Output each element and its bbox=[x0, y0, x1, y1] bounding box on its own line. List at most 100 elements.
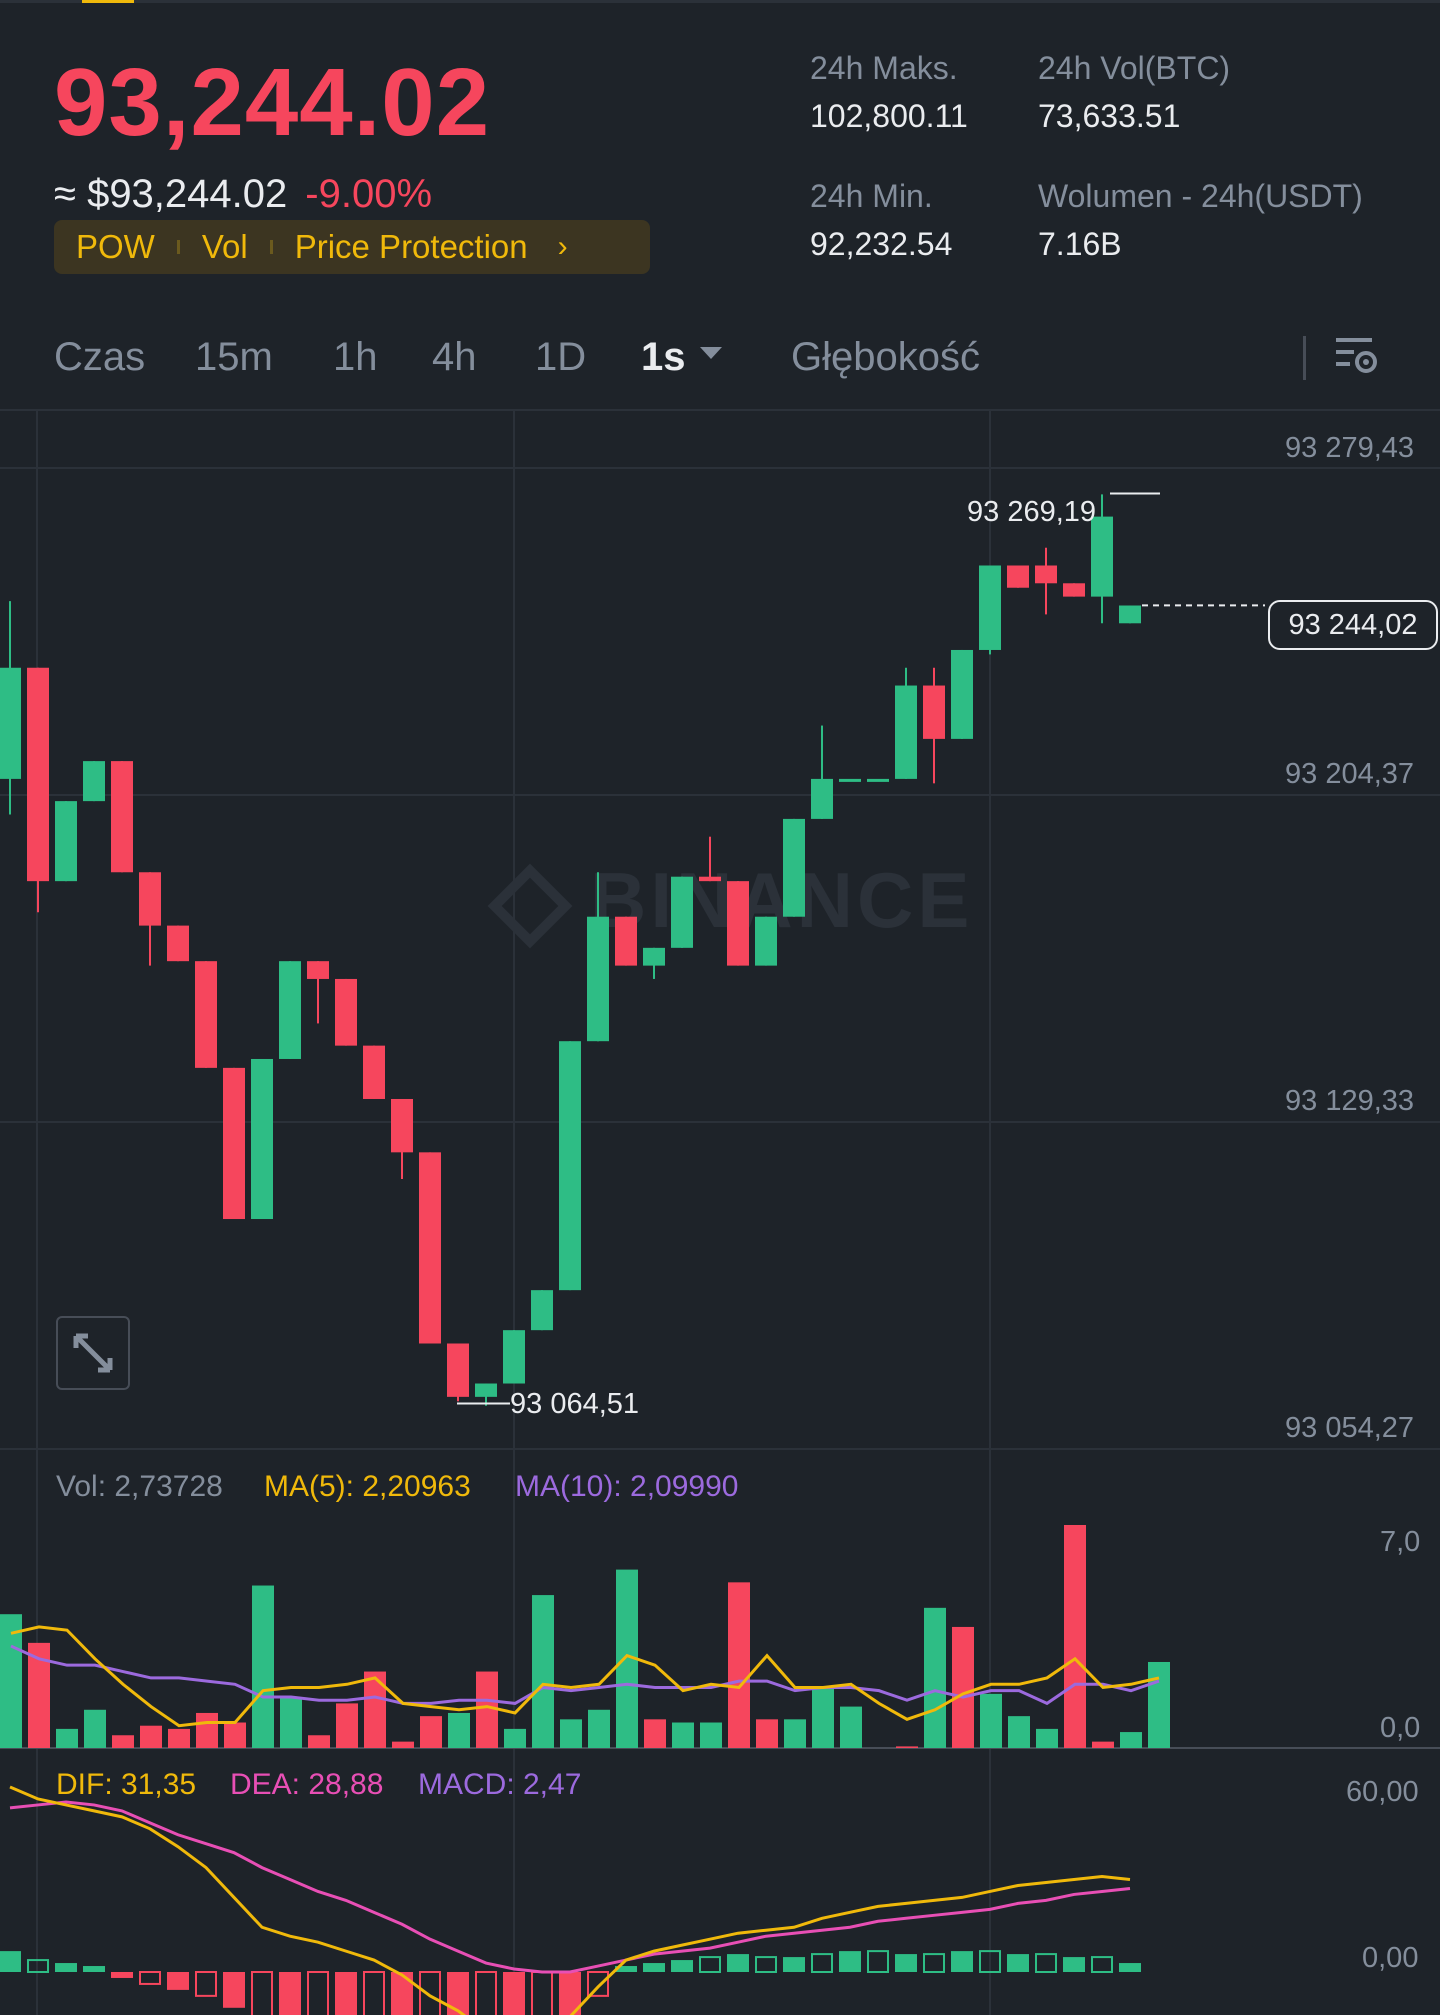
volume-bar bbox=[336, 1703, 358, 1748]
volume-bar bbox=[280, 1697, 302, 1748]
active-tab-indicator bbox=[82, 0, 134, 3]
stat-24h-high: 24h Maks. 102,800.11 bbox=[810, 48, 968, 138]
tag-pow[interactable]: POW bbox=[76, 228, 155, 265]
tab-1s-label: 1s bbox=[641, 335, 686, 379]
volume-bar bbox=[784, 1719, 806, 1748]
candle-body bbox=[195, 961, 217, 1068]
candle-body bbox=[895, 685, 917, 779]
tag-bar[interactable]: POW Vol Price Protection › bbox=[54, 220, 650, 274]
top-strip bbox=[0, 0, 1440, 3]
macd-bar bbox=[923, 1953, 945, 1973]
macd-axis-label: 0,00 bbox=[1362, 1942, 1419, 1974]
macd-bar bbox=[559, 1972, 581, 2015]
price-axis-label: 93 129,33 bbox=[1285, 1085, 1415, 1117]
volume-bar bbox=[504, 1728, 526, 1748]
volume-bar bbox=[1120, 1732, 1142, 1748]
candle-body bbox=[587, 916, 609, 1042]
price-axis-label: 93 204,37 bbox=[1285, 758, 1415, 790]
dif-label: DIF: 31,35 bbox=[56, 1768, 197, 1801]
macd-bar bbox=[783, 1957, 805, 1972]
volume-bar bbox=[476, 1671, 498, 1748]
volume-bar bbox=[840, 1706, 862, 1748]
macd-bar bbox=[1119, 1963, 1141, 1972]
candle-body bbox=[0, 667, 21, 779]
tab-time[interactable]: Czas bbox=[54, 335, 146, 379]
macd-label: MACD: 2,47 bbox=[418, 1768, 582, 1801]
tab-1s[interactable]: 1s bbox=[641, 332, 722, 382]
macd-bar bbox=[83, 1966, 105, 1972]
volume-bar bbox=[588, 1709, 610, 1748]
macd-bar bbox=[475, 1971, 497, 2015]
candle-body bbox=[1119, 605, 1141, 624]
volume-bar bbox=[700, 1722, 722, 1748]
candle-body bbox=[811, 778, 833, 819]
chevron-right-icon[interactable]: › bbox=[557, 230, 568, 263]
tab-4h[interactable]: 4h bbox=[432, 335, 477, 379]
tab-1h[interactable]: 1h bbox=[333, 335, 378, 379]
volume-bar bbox=[756, 1719, 778, 1748]
volume-bar bbox=[1092, 1741, 1114, 1748]
volume-bar bbox=[896, 1746, 918, 1748]
macd-bar bbox=[671, 1960, 693, 1972]
volume-bar bbox=[1064, 1525, 1086, 1748]
tab-depth[interactable]: Głębokość bbox=[791, 335, 980, 379]
chart-settings-icon[interactable] bbox=[1332, 332, 1380, 380]
candle-body bbox=[307, 961, 329, 979]
candle-body bbox=[643, 947, 665, 966]
binance-watermark: BINANCE bbox=[487, 855, 973, 949]
price-axis-label: 93 054,27 bbox=[1285, 1412, 1415, 1444]
macd-bar bbox=[755, 1956, 777, 1974]
macd-bar bbox=[979, 1950, 1001, 1974]
volume-label: Vol: 2,73728 bbox=[56, 1470, 223, 1503]
volume-bar bbox=[812, 1687, 834, 1748]
candle-body bbox=[167, 925, 189, 962]
expand-chart-button[interactable] bbox=[56, 1316, 130, 1390]
tag-price-protection[interactable]: Price Protection bbox=[294, 228, 528, 265]
macd-bar bbox=[587, 1971, 609, 1997]
macd-bar bbox=[531, 1971, 553, 2015]
macd-axis-label: 60,00 bbox=[1346, 1776, 1419, 1808]
low-marker: 93 064,51 bbox=[510, 1388, 640, 1420]
tag-vol[interactable]: Vol bbox=[201, 228, 248, 265]
volume-bar bbox=[84, 1709, 106, 1748]
macd-bar bbox=[167, 1972, 189, 1990]
volume-bar bbox=[1008, 1716, 1030, 1748]
macd-bar bbox=[895, 1954, 917, 1972]
macd-bar bbox=[251, 1971, 273, 2015]
tab-15m[interactable]: 15m bbox=[195, 335, 273, 379]
candle-body bbox=[951, 649, 973, 739]
stat-value: 92,232.54 bbox=[810, 226, 953, 262]
volume-bar bbox=[56, 1728, 78, 1748]
candle-body bbox=[671, 876, 693, 948]
volume-bar bbox=[644, 1719, 666, 1748]
macd-bar bbox=[727, 1954, 749, 1972]
candle-body bbox=[55, 801, 77, 882]
candle-body bbox=[391, 1098, 413, 1153]
dea-label: DEA: 28,88 bbox=[230, 1768, 384, 1801]
macd-bar bbox=[0, 1951, 21, 1972]
tab-1d[interactable]: 1D bbox=[535, 335, 587, 379]
macd-bar bbox=[811, 1953, 833, 1973]
volume-bar bbox=[308, 1735, 330, 1748]
candle-body bbox=[447, 1343, 469, 1397]
macd-bar bbox=[1035, 1953, 1057, 1973]
macd-bar bbox=[335, 1972, 357, 2015]
macd-bar bbox=[615, 1966, 637, 1972]
macd-bar bbox=[139, 1971, 161, 1985]
macd-bar bbox=[951, 1951, 973, 1972]
stat-label: 24h Min. bbox=[810, 178, 933, 214]
price-chart[interactable] bbox=[0, 410, 1440, 2015]
last-price: 93,244.02 bbox=[54, 49, 491, 156]
candle-body bbox=[699, 876, 721, 882]
candle-body bbox=[475, 1383, 497, 1397]
macd-bar bbox=[279, 1972, 301, 2015]
volume-axis-label: 7,0 bbox=[1380, 1526, 1421, 1558]
ma5-label: MA(5): 2,20963 bbox=[264, 1470, 471, 1503]
candle-body bbox=[867, 778, 889, 782]
stat-value: 102,800.11 bbox=[810, 98, 968, 134]
caret-down-icon bbox=[699, 347, 722, 360]
macd-bar bbox=[699, 1956, 721, 1974]
volume-bar bbox=[420, 1716, 442, 1748]
volume-bar bbox=[1036, 1728, 1058, 1748]
macd-bar bbox=[1007, 1954, 1029, 1972]
